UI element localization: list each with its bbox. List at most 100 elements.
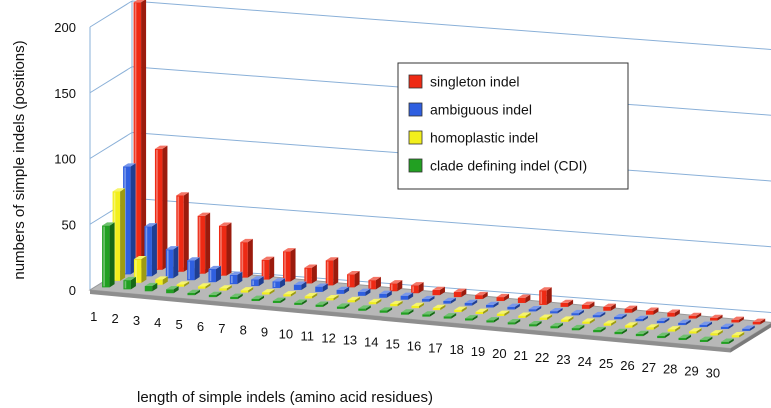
bar-clade-defining-indel-cdi--23 (571, 324, 585, 331)
bar-clade-defining-indel-cdi--17 (443, 313, 457, 319)
bar-side (194, 257, 200, 281)
bar-top (731, 316, 744, 320)
bar-homoplastic-indel-20 (518, 312, 531, 318)
bar-clade-defining-indel-cdi--9 (272, 297, 286, 303)
bar-side (707, 336, 713, 342)
bar-front (368, 302, 377, 305)
bar-side (376, 298, 382, 305)
bar-front (155, 279, 163, 285)
bar-side (301, 299, 307, 305)
bar-side (493, 317, 499, 323)
bar-top (496, 293, 510, 298)
bar-front (325, 260, 334, 286)
bar-top (752, 318, 766, 322)
bar-side (749, 325, 755, 331)
bar-front (400, 312, 409, 315)
bar-singleton-indel-24 (624, 305, 638, 313)
bar-side (653, 324, 659, 330)
floor-side (730, 323, 771, 353)
bar-side (216, 291, 222, 298)
bar-side (215, 265, 221, 283)
bar-front (635, 318, 643, 322)
bar-side (610, 303, 616, 311)
bar-singleton-indel-21 (560, 299, 574, 307)
bar-top (176, 192, 189, 196)
bar-front (688, 315, 697, 319)
bar-front (251, 298, 260, 302)
bar-top (421, 295, 435, 300)
bar-clade-defining-indel-cdi--18 (465, 315, 478, 321)
bar-singleton-indel-22 (581, 301, 595, 309)
bar-top (454, 306, 467, 310)
bar-side (120, 188, 126, 281)
bar-highlight (390, 284, 393, 291)
bar-highlight (231, 275, 233, 284)
bar-front (358, 308, 366, 311)
bar-homoplastic-indel-24 (603, 320, 617, 326)
legend: singleton indel ambiguous indel homoplasti… (397, 62, 629, 190)
bar-top (197, 283, 211, 287)
bar-clade-defining-indel-cdi--6 (208, 291, 222, 298)
bar-homoplastic-indel-22 (560, 316, 574, 322)
bar-top (667, 309, 680, 313)
y-tick-labels: 0 50 100 150 200 (54, 20, 76, 298)
bar-top (624, 305, 638, 309)
bar-singleton-indel-10 (325, 257, 339, 286)
bar-side (365, 305, 371, 311)
bar-front (102, 225, 110, 288)
bar-front (614, 317, 622, 320)
bar-side (173, 246, 179, 279)
bar-singleton-indel-3 (176, 192, 189, 272)
bar-highlight (369, 281, 372, 289)
bar-side (589, 301, 595, 309)
bar-highlight (166, 250, 169, 278)
bar-front (262, 292, 270, 295)
x-tick-label: 18 (449, 342, 463, 357)
bar-front (667, 329, 676, 332)
bar-front (624, 325, 633, 328)
bar-front (166, 289, 174, 294)
gridline (131, 0, 771, 50)
bar-front (336, 289, 345, 294)
bar-front (529, 324, 537, 327)
bar-front (454, 309, 462, 313)
bar-ambiguous-indel-17 (464, 299, 478, 306)
bar-top (293, 281, 307, 285)
bar-top (283, 248, 296, 252)
bar-top (593, 326, 606, 331)
bar-front (261, 259, 270, 280)
bar-front (475, 295, 483, 300)
bar-top (272, 297, 286, 301)
bar-ambiguous-indel-29 (720, 323, 734, 329)
bar-side (664, 332, 670, 339)
y-tick-label: 200 (54, 20, 76, 35)
bar-top (560, 316, 574, 320)
bar-top (283, 291, 296, 295)
bar-top (539, 287, 552, 291)
bar-top (357, 288, 371, 292)
bar-top (304, 264, 317, 268)
bar-top (507, 319, 521, 323)
bar-front (176, 195, 184, 272)
legend-label: singleton indel (430, 74, 520, 90)
bar-clade-defining-indel-cdi--13 (358, 305, 371, 311)
bar-front (517, 297, 526, 303)
bar-top (123, 276, 136, 281)
bar-ambiguous-indel-10 (315, 283, 328, 292)
bar-top (272, 278, 286, 282)
bar-front (507, 306, 515, 310)
bar-ambiguous-indel-22 (571, 309, 584, 316)
bar-front (645, 310, 654, 315)
bar-side (258, 276, 264, 287)
bar-top (325, 257, 339, 261)
bar-side (226, 285, 232, 291)
bar-side (717, 330, 723, 336)
bar-front (123, 166, 131, 275)
x-tick-label: 14 (364, 334, 378, 349)
bar-homoplastic-indel-18 (475, 308, 489, 315)
bar-top (528, 306, 542, 310)
bar-singleton-indel-14 (411, 282, 424, 294)
bar-side (621, 313, 627, 320)
x-tick-label: 6 (197, 319, 204, 334)
